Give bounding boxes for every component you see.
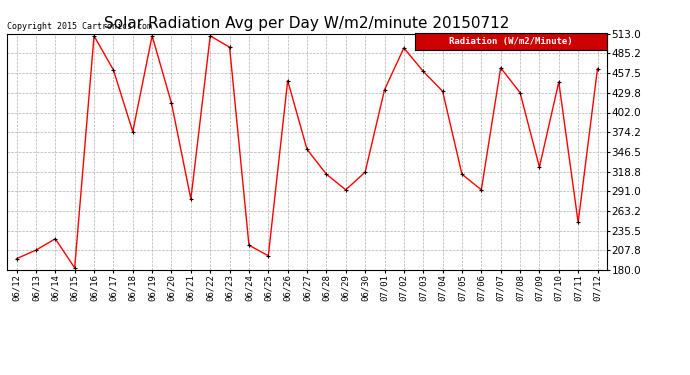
Point bbox=[398, 45, 409, 51]
Point bbox=[302, 146, 313, 152]
Point bbox=[50, 236, 61, 242]
Point bbox=[553, 79, 564, 85]
Point bbox=[146, 33, 157, 39]
Point bbox=[340, 187, 351, 193]
Point bbox=[417, 68, 428, 74]
Point bbox=[495, 65, 506, 71]
Point bbox=[127, 129, 138, 135]
Point bbox=[108, 67, 119, 73]
Point bbox=[379, 87, 390, 93]
Point bbox=[224, 44, 235, 50]
Point bbox=[244, 242, 255, 248]
Title: Solar Radiation Avg per Day W/m2/minute 20150712: Solar Radiation Avg per Day W/m2/minute … bbox=[104, 16, 510, 31]
Point bbox=[534, 164, 545, 170]
Point bbox=[30, 247, 41, 253]
Point bbox=[88, 33, 99, 39]
Point bbox=[186, 196, 197, 202]
Point bbox=[282, 78, 293, 84]
Point bbox=[205, 33, 216, 39]
Point bbox=[457, 171, 468, 177]
Text: Copyright 2015 Cartronics.com: Copyright 2015 Cartronics.com bbox=[7, 22, 152, 32]
Point bbox=[476, 187, 487, 193]
Point bbox=[437, 88, 448, 94]
Point bbox=[592, 66, 603, 72]
Point bbox=[515, 90, 526, 96]
Point bbox=[359, 169, 371, 175]
Point bbox=[321, 171, 332, 177]
Point bbox=[573, 219, 584, 225]
Point bbox=[166, 100, 177, 106]
Point bbox=[11, 256, 22, 262]
Point bbox=[263, 253, 274, 259]
Point bbox=[69, 265, 80, 271]
